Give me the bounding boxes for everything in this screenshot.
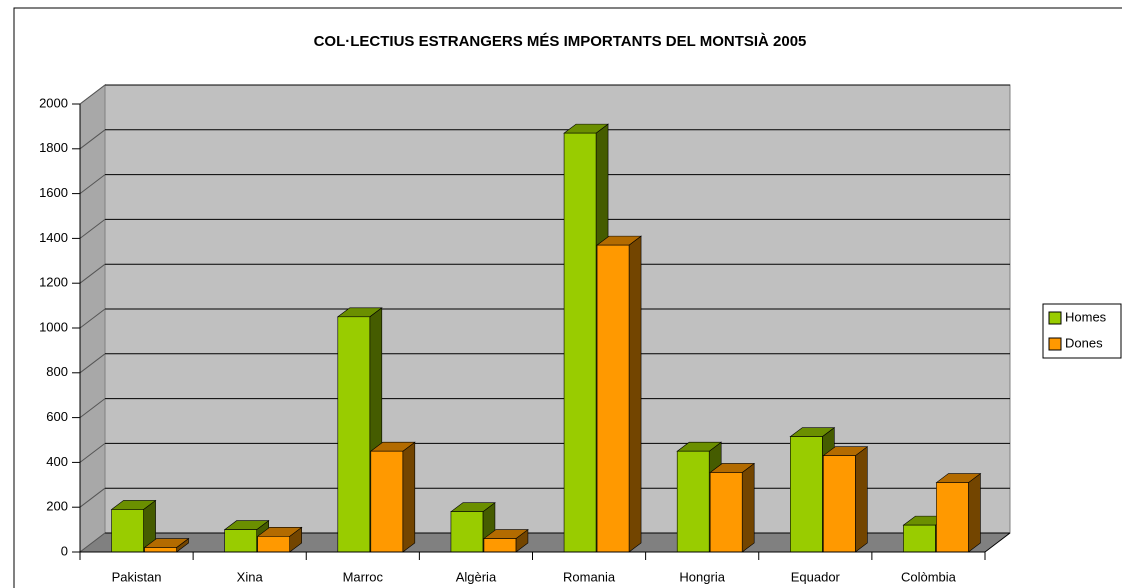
- floor: [80, 533, 1010, 552]
- bar: [111, 509, 144, 553]
- x-tick-label: Pakistan: [112, 569, 162, 584]
- bar: [936, 482, 969, 553]
- bar: [337, 316, 371, 553]
- bar-side: [628, 235, 642, 553]
- x-tick-label: Colòmbia: [901, 569, 957, 584]
- bar-side: [402, 441, 416, 553]
- bars: [110, 123, 982, 553]
- bar: [563, 132, 597, 553]
- grid-line-side: [79, 532, 106, 553]
- y-tick-label: 0: [61, 543, 68, 558]
- legend-label: Homes: [1065, 309, 1107, 324]
- y-tick-label: 1400: [39, 230, 68, 245]
- y-tick-label: 800: [46, 364, 68, 379]
- chart-title: COL·LECTIUS ESTRANGERS MÉS IMPORTANTS DE…: [314, 33, 807, 50]
- bar: [224, 529, 257, 553]
- y-tick-label: 200: [46, 499, 68, 514]
- y-tick-label: 1200: [39, 275, 68, 290]
- y-tick-label: 1800: [39, 140, 68, 155]
- bar: [257, 536, 290, 553]
- bar: [823, 455, 856, 553]
- y-tick-label: 600: [46, 409, 68, 424]
- y-tick-label: 2000: [39, 95, 68, 110]
- bar: [596, 244, 630, 553]
- grid-line-side: [79, 443, 106, 463]
- bar: [709, 472, 743, 553]
- bar: [903, 524, 936, 553]
- legend-swatch: [1048, 337, 1062, 351]
- bar: [483, 538, 517, 553]
- x-tick-label: Hongria: [679, 569, 725, 584]
- legend: Homes Dones: [1042, 303, 1122, 359]
- x-tick-label: Romania: [563, 569, 616, 584]
- grid: [79, 84, 1010, 553]
- grid-line-side: [79, 487, 106, 508]
- y-tick-label: 1000: [39, 319, 68, 334]
- y-tick-label: 400: [46, 454, 68, 469]
- grid-line-side: [79, 263, 106, 284]
- x-tick-label: Marroc: [343, 569, 384, 584]
- grid-line-side: [79, 84, 106, 105]
- legend-swatch: [1048, 311, 1062, 325]
- bar: [370, 450, 404, 553]
- bar-side: [741, 462, 755, 553]
- grid-line-side: [79, 219, 106, 239]
- y-tick-label: 1600: [39, 185, 68, 200]
- legend-label: Dones: [1065, 335, 1103, 350]
- grid-line-side: [79, 308, 106, 329]
- bar-side: [968, 472, 981, 553]
- x-tick-label: Xina: [237, 569, 264, 584]
- bar: [790, 436, 823, 553]
- floor-edge: [984, 532, 1011, 553]
- x-tick-label: Algèria: [456, 569, 497, 584]
- bar: [450, 511, 484, 553]
- grid-line-side: [79, 398, 106, 418]
- grid-line-side: [79, 129, 106, 150]
- bar-side: [855, 446, 868, 553]
- grid-line-side: [79, 174, 106, 194]
- frame: [13, 7, 1122, 588]
- x-tick-label: Equador: [791, 569, 841, 584]
- bar: [676, 450, 710, 553]
- bar: [144, 547, 177, 553]
- grid-line-side: [79, 353, 106, 374]
